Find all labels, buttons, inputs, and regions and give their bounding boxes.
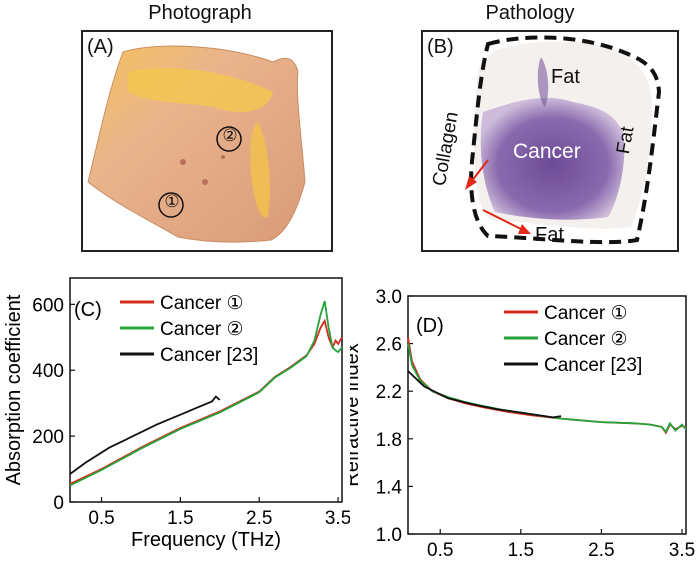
photograph-panel: (A) ① ② [81,30,333,252]
y-tick-label: 400 [32,361,64,382]
panel-letter: (D) [416,315,444,337]
y-tick-label: 600 [32,295,64,316]
y-tick-label: 200 [32,427,64,448]
plot-frame [407,295,687,535]
marker-1: ① [164,192,180,211]
marker-2: ② [222,126,238,145]
y-tick-label: 2.6 [376,335,402,356]
label-fat-top: Fat [551,66,580,88]
tissue-photo-image [87,45,306,243]
refractive-chart: 0.5 1.5 2.5 3.5 1.0 1.4 1.8 2.2 2.6 3.0 Frequency … [350,287,695,562]
label-fat-right: Fat [613,124,639,156]
x-axis-label: Frequency (THz) [131,529,281,551]
y-axis-label: Absorption coefficient [3,294,25,485]
panel-a-letter: (A) [87,36,114,58]
legend-label: Cancer ① [544,303,628,324]
pathology-title: Pathology [485,2,575,24]
y-tick-label: 1.4 [376,477,403,498]
series-line [407,370,562,419]
x-tick-label: 0.5 [427,540,453,561]
x-axis-label: Frequency (THz) [472,561,622,562]
pathology-panel: (B) Fat Cancer Fat Collagen Fat [421,30,679,252]
panel-b-letter: (B) [427,36,454,58]
label-fat-bottom: Fat [535,224,564,246]
photograph-title: Photograph [148,2,252,24]
legend-label: Cancer ① [160,293,244,314]
x-tick-label: 2.5 [246,508,272,529]
series-line [69,395,221,475]
y-tick-label: 0 [53,493,64,514]
series-line [407,337,687,435]
x-tick-label: 1.5 [508,540,534,561]
x-tick-label: 3.5 [325,508,350,529]
legend-label: Cancer [23] [160,345,258,366]
y-tick-label: 1.8 [376,430,402,451]
y-tick-label: 3.0 [376,287,402,308]
x-tick-label: 3.5 [669,540,695,561]
x-tick-label: 1.5 [167,508,193,529]
pathology-slide-image [465,35,662,245]
plot-frame [69,277,343,503]
series-line [69,300,343,487]
panel-letter: (C) [74,299,102,321]
y-axis-label: Refractive index [350,343,363,486]
absorption-chart: 0.5 1.5 2.5 3.5 0 200 400 600 Frequency (THz) Abs… [3,277,350,551]
y-tick-label: 2.2 [376,382,402,403]
label-cancer: Cancer [513,140,581,163]
x-tick-label: 0.5 [88,508,114,529]
legend-label: Cancer ② [544,329,628,350]
legend-label: Cancer ② [160,319,244,340]
y-tick-label: 1.0 [376,525,402,546]
legend-label: Cancer [23] [544,355,642,376]
x-tick-label: 2.5 [588,540,614,561]
